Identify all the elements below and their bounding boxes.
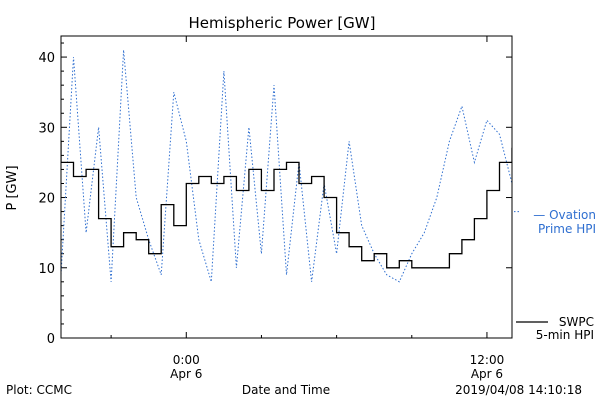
x-axis-label: Date and Time bbox=[242, 383, 330, 397]
y-tick-label: 40 bbox=[38, 51, 55, 66]
footer-timestamp: 2019/04/08 14:10:18 bbox=[455, 383, 582, 397]
x-tick-time-label: 12:00 bbox=[470, 353, 505, 367]
series-layer bbox=[61, 49, 512, 283]
series-line-swpc bbox=[61, 140, 512, 269]
y-tick-label: 10 bbox=[38, 262, 55, 277]
chart-title: Hemispheric Power [GW] bbox=[189, 14, 376, 32]
footer-credit: Plot: CCMC bbox=[6, 383, 72, 397]
legend-swpc-line2: 5-min HPI bbox=[536, 328, 594, 342]
y-tick-label: 30 bbox=[38, 121, 55, 136]
y-tick-label: 0 bbox=[47, 332, 55, 347]
x-tick-time-label: 0:00 bbox=[173, 353, 200, 367]
y-axis-ticks: 0 10 20 30 40 bbox=[38, 42, 512, 347]
plot-frame bbox=[60, 35, 513, 339]
legend-ovation-line1: — Ovation bbox=[533, 208, 596, 222]
legend-ovation-line2: Prime HPI bbox=[538, 222, 596, 236]
y-axis-label: P [GW] bbox=[5, 165, 20, 210]
legend-swpc-line1: SWPC bbox=[559, 315, 594, 329]
y-tick-label: 20 bbox=[38, 192, 55, 207]
x-tick-date-label: Apr 6 bbox=[471, 367, 503, 381]
x-tick-date-label: Apr 6 bbox=[170, 367, 202, 381]
